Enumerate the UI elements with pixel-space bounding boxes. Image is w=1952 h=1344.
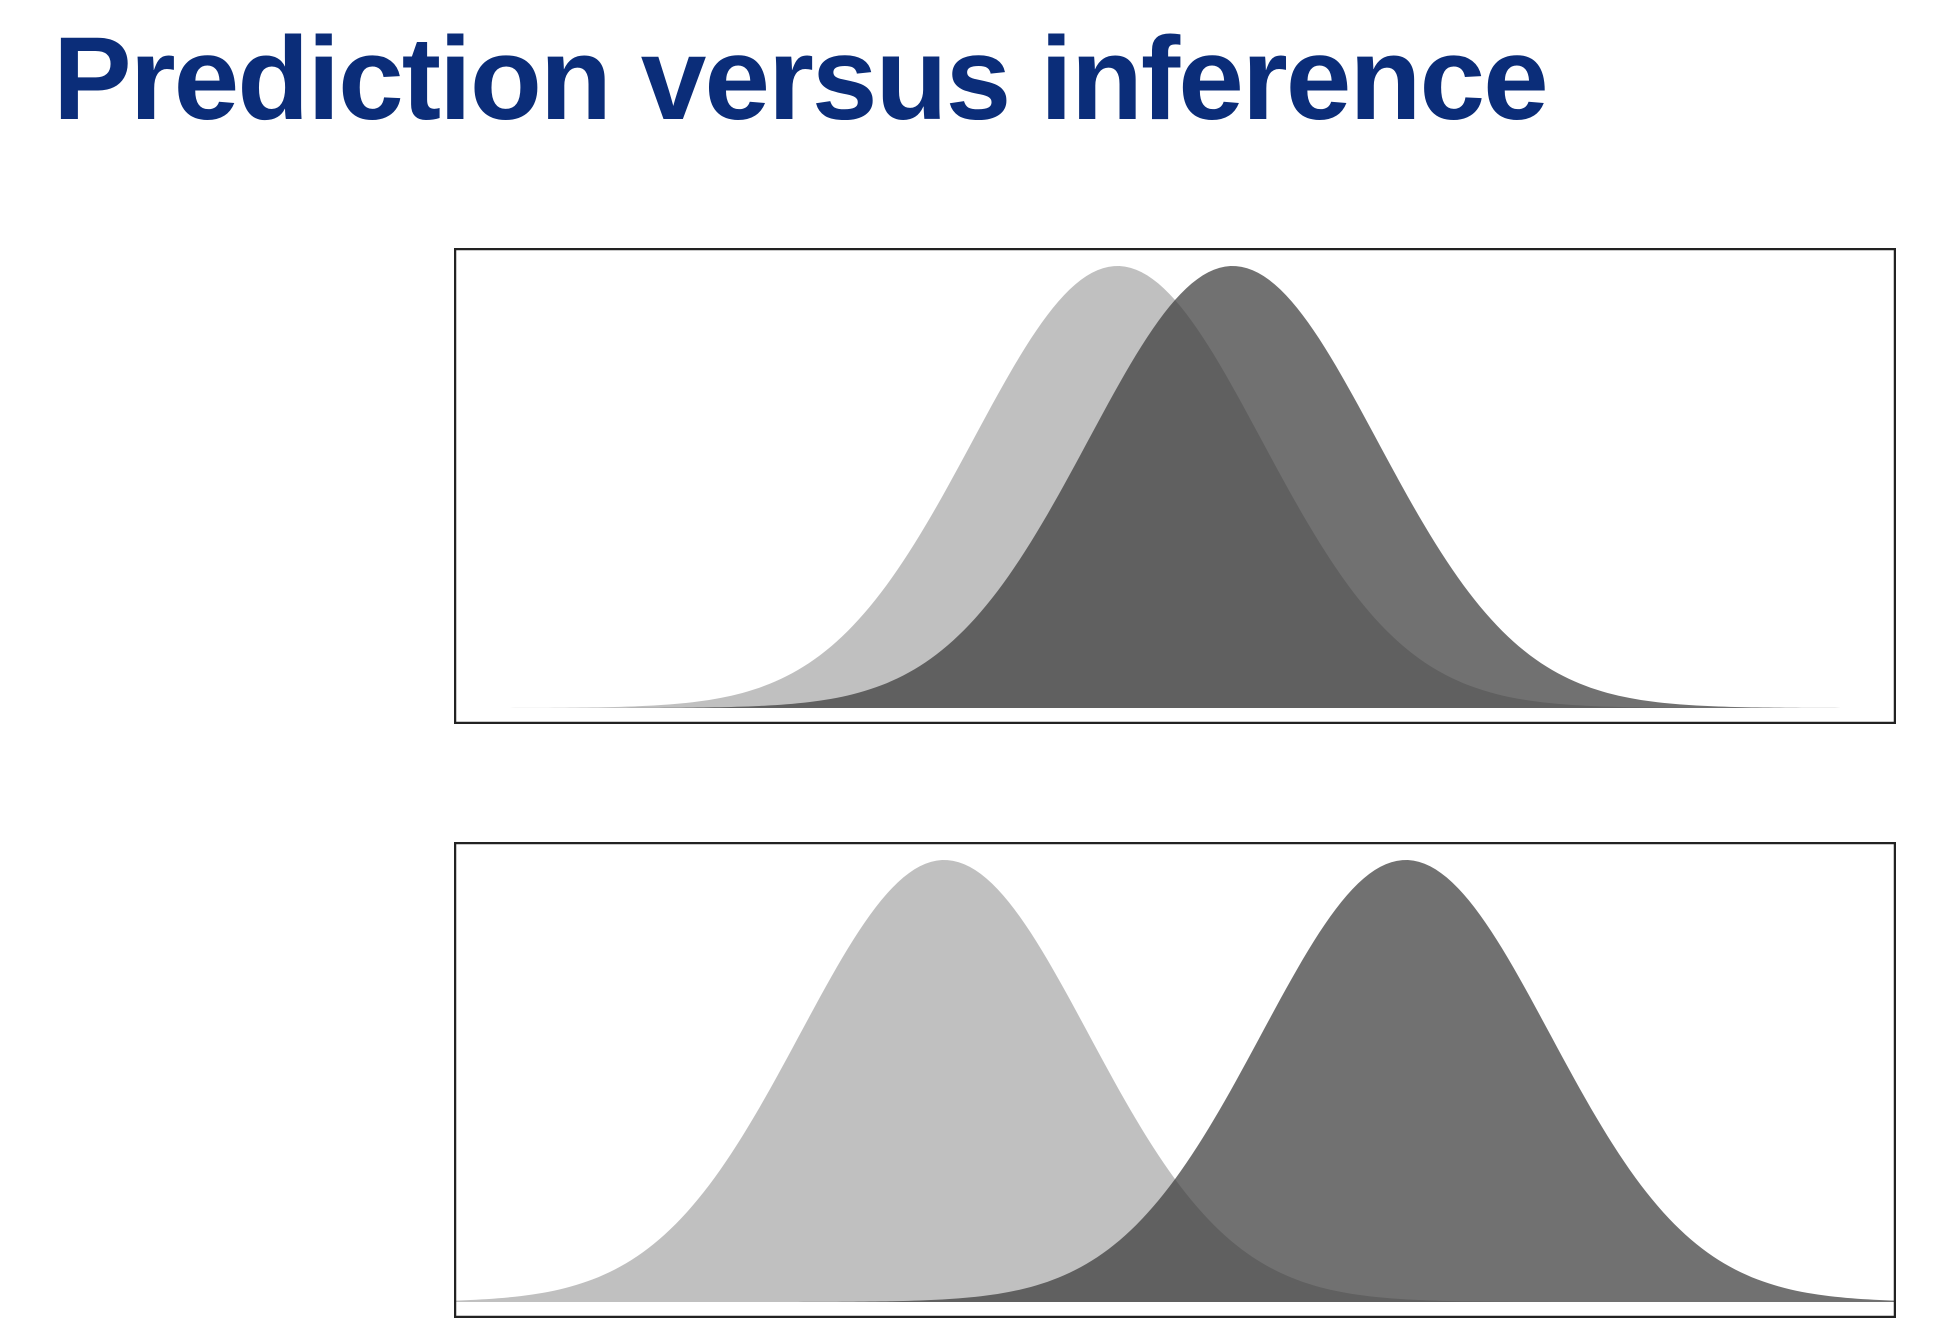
light-distribution-area bbox=[454, 860, 1896, 1302]
chart-frame bbox=[454, 842, 1896, 1318]
chart-panel-separated bbox=[454, 842, 1896, 1318]
dark-distribution-area bbox=[454, 266, 1896, 708]
chart-separated-distributions bbox=[454, 842, 1896, 1318]
chart-panel-overlapping bbox=[454, 248, 1896, 724]
dark-distribution-area bbox=[454, 860, 1896, 1302]
chart-overlapping-distributions bbox=[454, 248, 1896, 724]
slide-title: Prediction versus inference bbox=[53, 13, 1549, 145]
chart-frame bbox=[454, 248, 1896, 724]
